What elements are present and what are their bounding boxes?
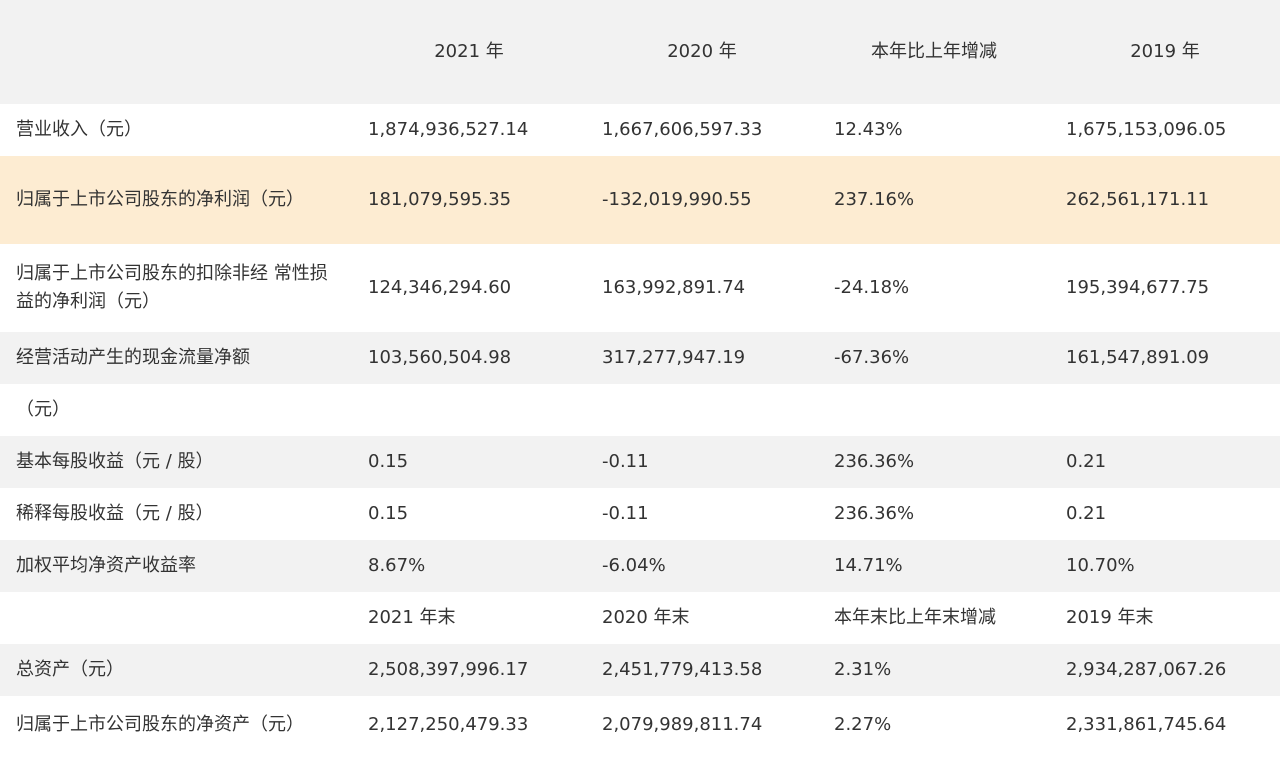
row-label: 归属于上市公司股东的扣除非经 常性损益的净利润（元） [16,263,328,312]
cell-2021: 2,127,250,479.33 [368,714,529,735]
cell-2021: 124,346,294.60 [368,277,512,298]
cell-change [818,384,1050,436]
header-empty-cell [0,0,352,104]
cell-2020: -6.04% [602,555,666,576]
cell-2021: 103,560,504.98 [368,347,512,368]
cell-2020: 2020 年末 [602,607,690,628]
cell-2021: 0.15 [368,451,409,472]
cell-2019: 1,675,153,096.05 [1066,119,1227,140]
cell-2020: -0.11 [602,451,649,472]
table-row-roe: 加权平均净资产收益率 8.67% -6.04% 14.71% 10.70% [0,540,1280,592]
row-label: 稀释每股收益（元 / 股） [16,503,214,524]
table-row-basic-eps: 基本每股收益（元 / 股） 0.15 -0.11 236.36% 0.21 [0,436,1280,488]
cell-2020: 2,451,779,413.58 [602,659,763,680]
cell-change: -24.18% [834,277,910,298]
cell-2020: -132,019,990.55 [602,189,752,210]
copy-icon[interactable] [1252,8,1270,26]
cell-change: 14.71% [834,555,903,576]
table-row-adjusted-net-profit: 归属于上市公司股东的扣除非经 常性损益的净利润（元） 124,346,294.6… [0,244,1280,332]
row-label: 加权平均净资产收益率 [16,555,196,576]
header-2021: 2021 年 [434,41,504,62]
table-row-revenue: 营业收入（元） 1,874,936,527.14 1,667,606,597.3… [0,104,1280,156]
financial-summary-table: 2021 年 2020 年 本年比上年增减 2019 年 营业收入（元） 1,8… [0,0,1280,754]
cell-2019: 2,934,287,067.26 [1066,659,1227,680]
cell-2019: 0.21 [1066,451,1107,472]
cell-2021: 181,079,595.35 [368,189,512,210]
cell-2021: 0.15 [368,503,409,524]
row-label: 归属于上市公司股东的净利润（元） [16,189,304,210]
cell-2021: 8.67% [368,555,426,576]
table-row-net-profit: 归属于上市公司股东的净利润（元） 181,079,595.35 -132,019… [0,156,1280,244]
row-label: 基本每股收益（元 / 股） [16,451,214,472]
cell-change: -67.36% [834,347,910,368]
cell-2019: 262,561,171.11 [1066,189,1210,210]
row-label: （元） [16,399,70,420]
header-change: 本年比上年增减 [871,41,997,62]
row-label: 总资产（元） [16,659,124,680]
cell-change: 2.27% [834,714,892,735]
cell-2021 [352,384,586,436]
table-row-operating-cash-flow: 经营活动产生的现金流量净额 103,560,504.98 317,277,947… [0,332,1280,384]
table-row-total-assets: 总资产（元） 2,508,397,996.17 2,451,779,413.58… [0,644,1280,696]
cell-2020: -0.11 [602,503,649,524]
cell-2019: 10.70% [1066,555,1135,576]
row-label: 归属于上市公司股东的净资产（元） [16,714,304,735]
cell-change: 237.16% [834,189,915,210]
cell-2020: 317,277,947.19 [602,347,746,368]
cell-2020 [586,384,818,436]
table-row-net-assets: 归属于上市公司股东的净资产（元） 2,127,250,479.33 2,079,… [0,696,1280,754]
cell-2019: 2,331,861,745.64 [1066,714,1227,735]
cell-change: 236.36% [834,503,915,524]
row-label: 营业收入（元） [16,119,142,140]
cell-2019: 2019 年末 [1066,607,1154,628]
cell-2021: 1,874,936,527.14 [368,119,529,140]
cell-2019: 161,547,891.09 [1066,347,1210,368]
table-row-year-end-header: 2021 年末 2020 年末 本年末比上年末增减 2019 年末 [0,592,1280,644]
row-label: 经营活动产生的现金流量净额 [16,347,250,368]
cell-2019 [1050,384,1280,436]
row-label [0,592,352,644]
cell-2021: 2021 年末 [368,607,456,628]
cell-change: 2.31% [834,659,892,680]
cell-2019: 195,394,677.75 [1066,277,1210,298]
table-header-row: 2021 年 2020 年 本年比上年增减 2019 年 [0,0,1280,104]
cell-2021: 2,508,397,996.17 [368,659,529,680]
cell-change: 12.43% [834,119,903,140]
cell-change: 本年末比上年末增减 [834,607,996,628]
table-row-operating-cash-flow-unit: （元） [0,384,1280,436]
cell-2020: 1,667,606,597.33 [602,119,763,140]
cell-2019: 0.21 [1066,503,1107,524]
header-2019: 2019 年 [1130,41,1200,62]
cell-2020: 163,992,891.74 [602,277,746,298]
cell-2020: 2,079,989,811.74 [602,714,763,735]
table-row-diluted-eps: 稀释每股收益（元 / 股） 0.15 -0.11 236.36% 0.21 [0,488,1280,540]
header-2020: 2020 年 [667,41,737,62]
cell-change: 236.36% [834,451,915,472]
